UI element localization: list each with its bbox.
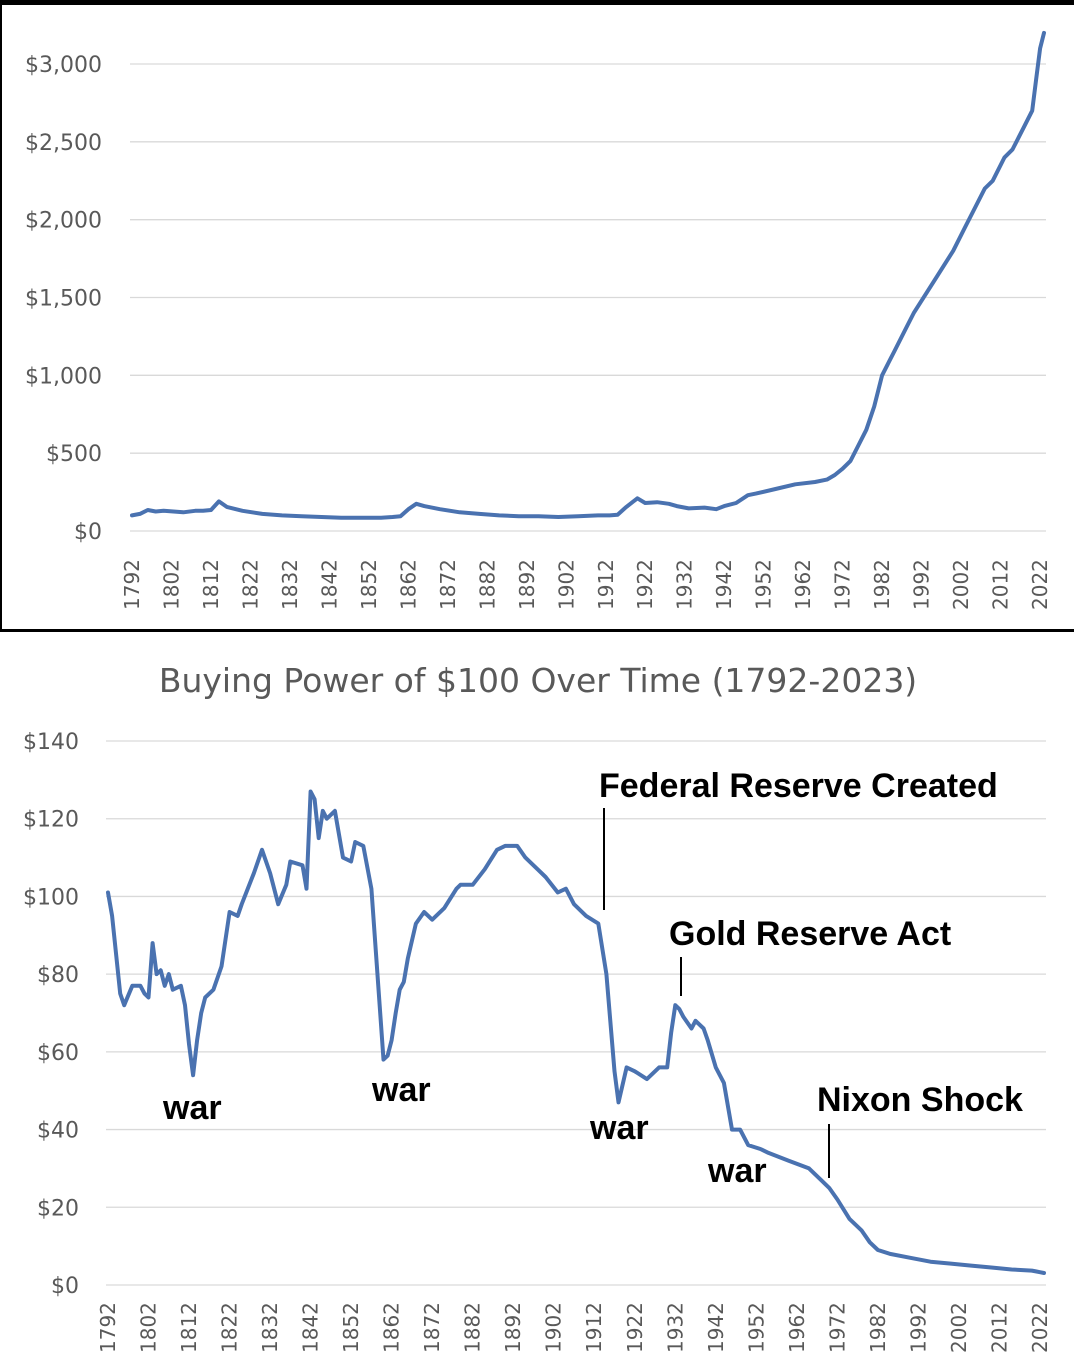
- top-x-tick-label: 1892: [515, 559, 539, 610]
- top-y-tick-label: $1,000: [25, 364, 102, 389]
- top-x-tick-label: 1802: [159, 559, 183, 610]
- bottom-x-tick-label: 1882: [461, 1302, 485, 1353]
- bottom-x-tick-label: 1962: [785, 1302, 809, 1353]
- top-x-tick-label: 1822: [238, 559, 262, 610]
- top-x-tick-label: 1952: [752, 559, 776, 610]
- bottom-x-tick-label: 1852: [339, 1302, 363, 1353]
- bottom-x-tick-label: 1902: [542, 1302, 566, 1353]
- buying-power-chart: Buying Power of $100 Over Time (1792-202…: [23, 661, 1052, 1353]
- bottom-y-tick-label: $40: [37, 1119, 79, 1144]
- annotation-war-ww1: war: [589, 1109, 649, 1147]
- top-y-tick-label: $0: [74, 520, 102, 545]
- annotation-nixon-shock: Nixon Shock: [817, 1081, 1023, 1119]
- bottom-y-tick-label: $20: [37, 1196, 79, 1221]
- bottom-x-tick-label: 1972: [825, 1302, 849, 1353]
- chart-divider: [0, 629, 1074, 632]
- price-level-chart: $0 $500 $1,000 $1,500 $2,000 $2,500 $3,000 179…: [0, 0, 1074, 630]
- top-x-tick-label: 1882: [475, 559, 499, 610]
- top-x-tick-label: 1942: [712, 559, 736, 610]
- bottom-x-tick-label: 1842: [299, 1302, 323, 1353]
- bottom-y-axis-ticks: $0 $20 $40 $60 $80 $100 $120 $140: [23, 730, 79, 1299]
- bottom-x-tick-label: 1892: [501, 1302, 525, 1353]
- top-y-tick-label: $3,000: [25, 53, 102, 78]
- top-x-tick-label: 1842: [317, 559, 341, 610]
- bottom-x-tick-label: 1802: [137, 1302, 161, 1353]
- top-x-tick-label: 1962: [791, 559, 815, 610]
- bottom-x-tick-label: 1822: [218, 1302, 242, 1353]
- annotation-gold-reserve-act: Gold Reserve Act: [669, 915, 951, 953]
- top-x-tick-label: 2022: [1028, 559, 1052, 610]
- top-x-tick-label: 1872: [436, 559, 460, 610]
- top-y-tick-label: $1,500: [25, 287, 102, 312]
- bottom-x-tick-label: 1982: [866, 1302, 890, 1353]
- bottom-x-tick-label: 2022: [1028, 1302, 1052, 1353]
- top-x-tick-label: 1902: [554, 559, 578, 610]
- bottom-x-tick-label: 1832: [258, 1302, 282, 1353]
- bottom-y-tick-label: $140: [23, 730, 79, 755]
- top-x-tick-label: 1932: [673, 559, 697, 610]
- top-border: [0, 0, 1074, 5]
- bottom-y-tick-label: $0: [51, 1274, 79, 1299]
- bottom-x-tick-label: 2012: [987, 1302, 1011, 1353]
- bottom-y-tick-label: $120: [23, 808, 79, 833]
- price-level-series-line: [130, 30, 1046, 520]
- top-x-tick-label: 1972: [831, 559, 855, 610]
- bottom-y-tick-label: $100: [23, 885, 79, 910]
- top-x-axis-ticks: 1792 1802 1812 1822 1832 1842 1852 1862 1872 1882…: [120, 559, 1052, 610]
- top-gridlines: [130, 63, 1046, 532]
- top-x-tick-label: 1792: [120, 559, 144, 610]
- annotation-war-civil: war: [371, 1071, 431, 1109]
- bottom-y-tick-label: $60: [37, 1041, 79, 1066]
- bottom-x-tick-label: 1872: [420, 1302, 444, 1353]
- bottom-x-tick-label: 1812: [177, 1302, 201, 1353]
- top-x-tick-label: 1852: [357, 559, 381, 610]
- bottom-x-tick-label: 1862: [380, 1302, 404, 1353]
- bottom-x-tick-label: 1922: [623, 1302, 647, 1353]
- top-y-tick-label: $2,500: [25, 131, 102, 156]
- top-x-tick-label: 2002: [949, 559, 973, 610]
- bottom-x-tick-label: 1942: [704, 1302, 728, 1353]
- left-border: [0, 5, 2, 630]
- top-x-tick-label: 1832: [278, 559, 302, 610]
- top-x-tick-label: 1982: [870, 559, 894, 610]
- buying-power-series-line: [106, 789, 1046, 1275]
- chart-title: Buying Power of $100 Over Time (1792-202…: [159, 661, 917, 700]
- top-x-tick-label: 1862: [396, 559, 420, 610]
- bottom-x-tick-label: 1952: [744, 1302, 768, 1353]
- bottom-y-tick-label: $80: [37, 963, 79, 988]
- top-y-tick-label: $500: [46, 442, 102, 467]
- bottom-x-tick-label: 1992: [906, 1302, 930, 1353]
- top-x-tick-label: 1812: [199, 559, 223, 610]
- top-x-tick-label: 1912: [594, 559, 618, 610]
- top-x-tick-label: 1922: [633, 559, 657, 610]
- annotation-war-1812: war: [162, 1089, 222, 1127]
- annotation-federal-reserve: Federal Reserve Created: [599, 767, 998, 805]
- bottom-x-axis-ticks: 1792 1802 1812 1822 1832 1842 1852 1862 1872 1882…: [96, 1302, 1052, 1353]
- annotation-war-ww2: war: [707, 1152, 767, 1190]
- bottom-gridlines: [106, 740, 1046, 1286]
- bottom-x-tick-label: 1792: [96, 1302, 120, 1353]
- top-y-axis-ticks: $0 $500 $1,000 $1,500 $2,000 $2,500 $3,000: [25, 53, 102, 545]
- top-x-tick-label: 2012: [989, 559, 1013, 610]
- top-y-tick-label: $2,000: [25, 209, 102, 234]
- top-x-tick-label: 1992: [910, 559, 934, 610]
- bottom-x-tick-label: 1912: [582, 1302, 606, 1353]
- bottom-x-tick-label: 1932: [663, 1302, 687, 1353]
- bottom-x-tick-label: 2002: [947, 1302, 971, 1353]
